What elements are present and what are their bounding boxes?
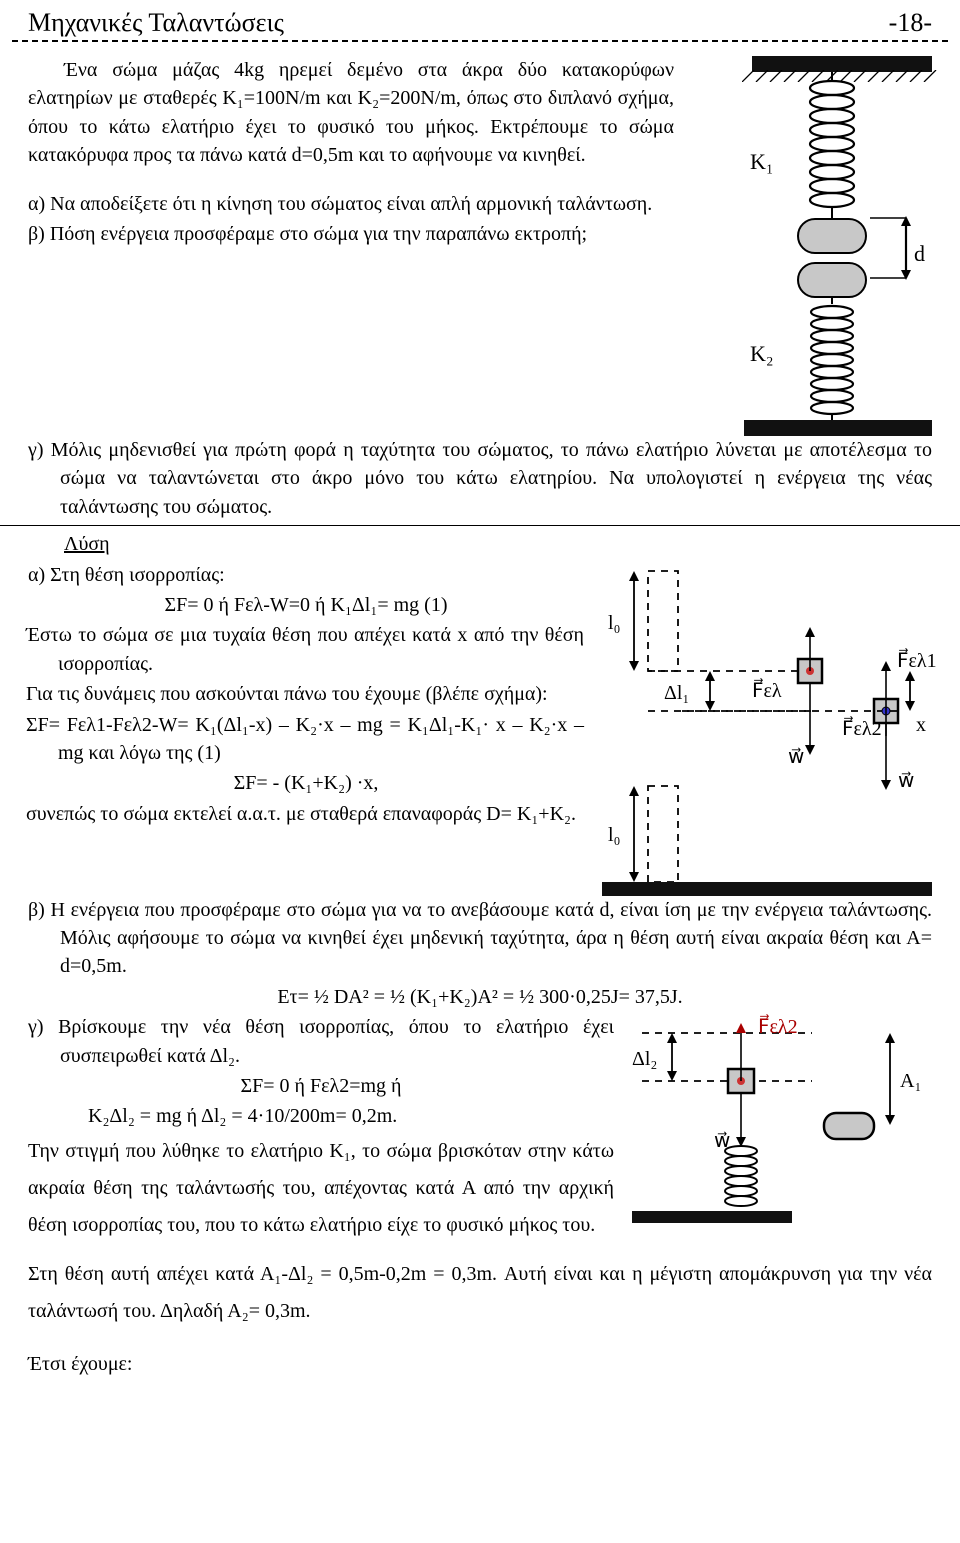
sol-a-title: α) Στη θέση ισορροπίας: [28, 561, 584, 589]
sol-c-l2: Την στιγμή που λύθηκε το ελατήριο Κ₁, το… [28, 1133, 614, 1244]
header-rule [12, 40, 948, 42]
problem-intro: Ένα σώμα μάζας 4kg ηρεμεί δεμένο στα άκρ… [28, 56, 674, 170]
label-dl2: Δl₂ [632, 1045, 657, 1073]
sol-c-eq2: K₂Δl₂ = mg ή Δl₂ = 4·10/200m= 0,2m. [28, 1102, 614, 1130]
figure-1-spring-system: K₁ K₂ d [692, 56, 932, 436]
label-Fel2: F⃗ελ2 [842, 715, 882, 743]
label-Fel: F⃗ελ [752, 677, 782, 705]
sol-b-l1: β) Η ενέργεια που προσφέραμε στο σώμα γι… [28, 896, 932, 981]
solution-heading: Λύση [64, 533, 110, 555]
sol-footer: Έτσι έχουμε: [28, 1350, 932, 1378]
question-b: β) Πόση ενέργεια προσφέραμε στο σώμα για… [28, 220, 674, 248]
label-Fel1: F⃗ελ1 [897, 647, 937, 675]
sol-a-l4: ΣF= Fελ1-Fελ2-W= Κ₁(Δl₁-x) – K₂·x – mg =… [28, 711, 584, 768]
label-k1: K₁ [750, 146, 774, 177]
sol-a-l2: Έστω το σώμα σε μια τυχαία θέση που απέχ… [28, 621, 584, 678]
content: Ένα σώμα μάζας 4kg ηρεμεί δεμένο στα άκρ… [0, 56, 960, 1404]
label-k2: K₂ [750, 338, 774, 369]
label-W-right: w⃗ [898, 767, 914, 795]
figure-2-force-diagram: l₀ l₀ Δl₁ F⃗ελ F⃗ελ1 F⃗ελ2 w⃗ w⃗ x [602, 561, 932, 896]
sol-c-l1: γ) Βρίσκουμε την νέα θέση ισορροπίας, όπ… [28, 1013, 614, 1070]
label-Fel2-fig3: F⃗ελ2 [758, 1013, 798, 1041]
solution-separator [0, 525, 960, 526]
sol-a-eq1: ΣF= 0 ή Fελ-W=0 ή K₁Δl₁= mg (1) [28, 591, 584, 619]
label-l0-top: l₀ [608, 609, 621, 637]
question-c: γ) Μόλις μηδενισθεί για πρώτη φορά η ταχ… [28, 436, 932, 521]
sol-a-l5: ΣF= - (K₁+K₂) ·x, [28, 769, 584, 797]
label-l0-bot: l₀ [608, 821, 621, 849]
question-a: α) Να αποδείξετε ότι η κίνηση του σώματο… [28, 190, 674, 218]
label-W-left: w⃗ [788, 743, 804, 771]
sol-c-l3: Στη θέση αυτή απέχει κατά Α₁-Δl₂ = 0,5m-… [28, 1256, 932, 1330]
sol-b-eq: Eτ= ½ DA² = ½ (K₁+K₂)A² = ½ 300·0,25J= 3… [28, 983, 932, 1011]
page-number: -18- [889, 8, 932, 38]
label-W-fig3: w⃗ [714, 1127, 730, 1155]
label-d: d [914, 238, 925, 269]
figure-3-new-oscillation: Δl₂ F⃗ελ2 w⃗ A₁ [632, 1013, 932, 1223]
sol-a-l3: Για τις δυνάμεις που ασκούνται πάνω του … [28, 680, 584, 708]
sol-c-eq1: ΣF= 0 ή Fελ2=mg ή [28, 1072, 614, 1100]
page-header: Μηχανικές Ταλαντώσεις -18- [0, 0, 960, 40]
label-A1: A₁ [900, 1067, 921, 1095]
doc-title: Μηχανικές Ταλαντώσεις [28, 8, 284, 38]
label-x: x [916, 711, 926, 739]
sol-a-l6: συνεπώς το σώμα εκτελεί α.α.τ. με σταθερ… [28, 800, 584, 828]
label-dl1: Δl₁ [664, 679, 689, 707]
